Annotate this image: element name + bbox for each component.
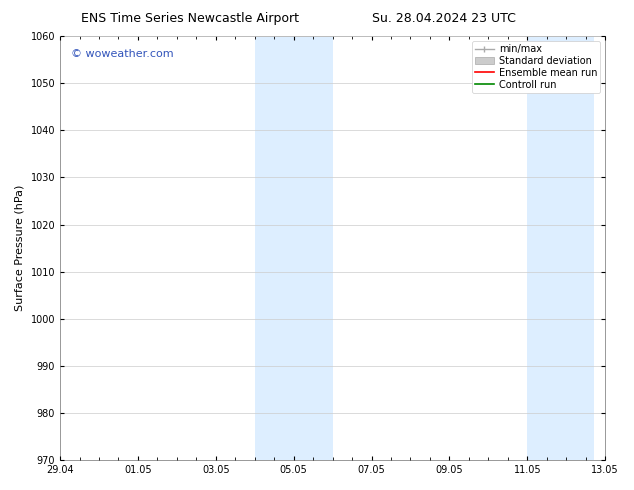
Bar bbox=[527, 36, 593, 460]
Y-axis label: Surface Pressure (hPa): Surface Pressure (hPa) bbox=[15, 185, 25, 311]
Bar bbox=[255, 36, 333, 460]
Text: ENS Time Series Newcastle Airport: ENS Time Series Newcastle Airport bbox=[81, 12, 299, 25]
Text: © woweather.com: © woweather.com bbox=[71, 49, 174, 59]
Text: Su. 28.04.2024 23 UTC: Su. 28.04.2024 23 UTC bbox=[372, 12, 515, 25]
Legend: min/max, Standard deviation, Ensemble mean run, Controll run: min/max, Standard deviation, Ensemble me… bbox=[472, 41, 600, 93]
